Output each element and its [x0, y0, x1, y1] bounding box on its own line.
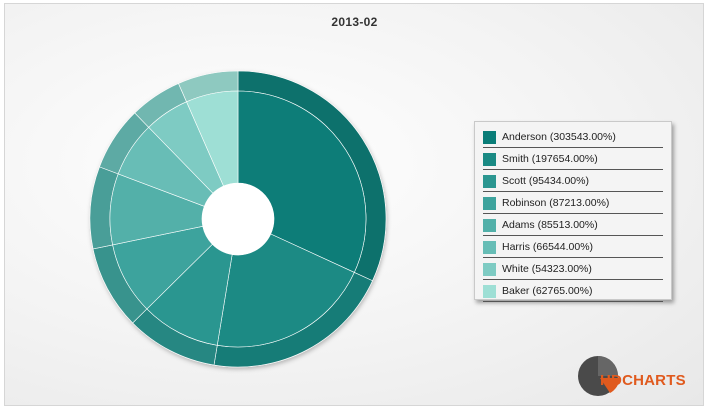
legend-swatch	[483, 152, 496, 166]
legend-swatch	[483, 262, 496, 276]
logo-suffix: CHARTS	[622, 372, 686, 389]
legend-item-anderson[interactable]: Anderson (303543.00%)	[483, 127, 663, 148]
legend-label: Anderson (303543.00%)	[502, 131, 616, 143]
legend-swatch	[483, 240, 496, 254]
legend: Anderson (303543.00%) Smith (197654.00%) S…	[474, 121, 672, 302]
legend-swatch	[483, 196, 496, 210]
legend-item-harris[interactable]: Harris (66544.00%)	[483, 237, 663, 258]
logo-text: HDCHARTS	[600, 372, 686, 389]
legend-label: Adams (85513.00%)	[502, 219, 598, 231]
legend-label: White (54323.00%)	[502, 263, 592, 275]
legend-item-smith[interactable]: Smith (197654.00%)	[483, 149, 663, 170]
logo-prefix: HD	[600, 372, 623, 389]
legend-item-adams[interactable]: Adams (85513.00%)	[483, 215, 663, 236]
chart-title: 2013-02	[331, 15, 378, 29]
legend-swatch	[483, 130, 496, 144]
legend-label: Harris (66544.00%)	[502, 241, 594, 253]
legend-swatch	[483, 284, 496, 298]
legend-item-baker[interactable]: Baker (62765.00%)	[483, 281, 663, 302]
legend-label: Robinson (87213.00%)	[502, 197, 610, 209]
legend-label: Smith (197654.00%)	[502, 153, 598, 165]
legend-swatch	[483, 218, 496, 232]
legend-item-robinson[interactable]: Robinson (87213.00%)	[483, 193, 663, 214]
legend-item-white[interactable]: White (54323.00%)	[483, 259, 663, 280]
hdcharts-logo	[578, 356, 620, 396]
legend-item-scott[interactable]: Scott (95434.00%)	[483, 171, 663, 192]
legend-swatch	[483, 174, 496, 188]
donut-hole	[202, 183, 274, 255]
legend-label: Scott (95434.00%)	[502, 175, 589, 187]
legend-label: Baker (62765.00%)	[502, 285, 593, 297]
